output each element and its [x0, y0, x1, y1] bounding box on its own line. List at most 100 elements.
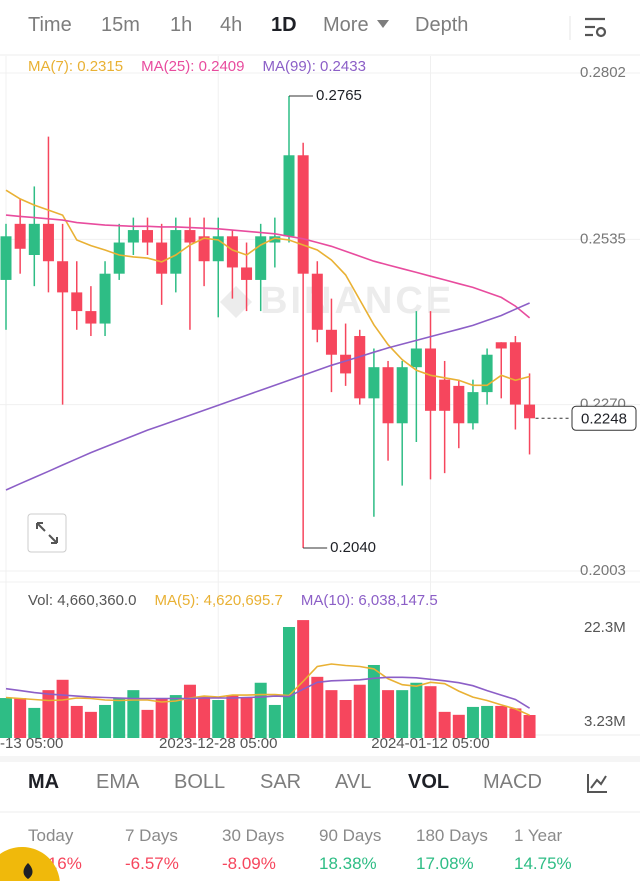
volume-bar — [311, 676, 324, 738]
volume-bar — [169, 695, 182, 738]
volume-bar — [127, 690, 140, 738]
y-tick-label: 3.23M — [584, 713, 626, 730]
fab-button[interactable] — [0, 841, 64, 881]
candle-body — [42, 223, 54, 262]
candle-body — [509, 342, 521, 405]
legend-entry: MA(5)4,620,695.7 — [154, 592, 282, 609]
volume-bar — [410, 682, 423, 738]
y-tick-label: 0.2003 — [580, 562, 626, 579]
volume-bar — [113, 698, 126, 738]
indicator-tab[interactable]: MA — [28, 771, 60, 793]
volume-bar — [84, 711, 97, 738]
candle-body — [467, 392, 479, 424]
candle-body — [14, 223, 26, 249]
timeframe-tab[interactable]: 1h — [170, 14, 193, 36]
volume-bar — [226, 695, 239, 738]
volume-bar — [212, 700, 225, 738]
last-price-label: 0.2248 — [581, 410, 627, 427]
chart-tools-icon[interactable] — [587, 774, 607, 793]
ma-line — [5, 189, 530, 387]
candle-body — [113, 242, 125, 274]
timeframe-tab[interactable]: 1D — [271, 14, 297, 36]
candle-body — [198, 236, 210, 262]
performance-value: -8.09% — [222, 854, 276, 873]
indicator-tab[interactable]: AVL — [335, 771, 372, 793]
candle-body — [226, 236, 238, 268]
legend-entry: MA(7)0.2315 — [28, 58, 123, 75]
candle-body — [0, 236, 12, 280]
candle-body — [269, 236, 281, 243]
expand-button[interactable] — [27, 513, 67, 553]
legend-value: 4,620,695.7 — [203, 592, 283, 609]
indicator-tab[interactable]: MACD — [483, 771, 542, 793]
volume-bar — [198, 697, 211, 738]
timeframe-tab[interactable]: 4h — [220, 14, 243, 36]
candle-body — [439, 379, 451, 411]
legend-value: 4,660,360.0 — [57, 592, 137, 609]
y-tick-label: 22.3M — [584, 619, 626, 636]
ma-line — [5, 214, 531, 319]
volume-bar — [240, 697, 253, 738]
volume-bar — [424, 686, 437, 738]
candle-body — [255, 236, 267, 280]
legend-name: MA(10) — [301, 592, 359, 609]
volume-bar — [325, 690, 338, 738]
price-legend: MA(7)0.2315 MA(25)0.2409 MA(99)0.2433 — [28, 58, 384, 75]
volume-bar — [99, 704, 112, 738]
legend-name: Vol — [28, 592, 57, 609]
x-tick-label: -13 05:00 — [0, 735, 63, 752]
y-tick-label: 0.2802 — [580, 64, 626, 81]
indicator-tab[interactable]: EMA — [96, 771, 140, 793]
performance-label: 7 Days — [125, 826, 178, 845]
candle-body — [524, 404, 536, 419]
candle-body — [297, 155, 309, 274]
watermark: BINANCE — [220, 280, 454, 322]
legend-entry: MA(25)0.2409 — [141, 58, 244, 75]
volume-legend: Vol4,660,360.0 MA(5)4,620,695.7 MA(10)6,03… — [28, 592, 456, 609]
watermark-text: BINANCE — [260, 280, 454, 322]
legend-entry: MA(10)6,038,147.5 — [301, 592, 438, 609]
indicator-tab[interactable]: VOL — [408, 771, 450, 793]
volume-bar — [353, 684, 366, 738]
volume-bar — [367, 664, 380, 738]
timeframe-tab[interactable]: 15m — [101, 14, 140, 36]
volume-bar — [42, 690, 55, 738]
candle-body — [127, 230, 139, 243]
performance-value: 17.08% — [416, 854, 474, 873]
volume-bar — [155, 698, 168, 738]
volume-bar — [438, 711, 451, 738]
y-tick-label: 0.2535 — [580, 230, 626, 247]
volume-bar — [396, 690, 409, 738]
indicator-tab[interactable]: SAR — [260, 771, 302, 793]
legend-value: 0.2315 — [77, 58, 124, 75]
indicator-tab[interactable]: BOLL — [174, 771, 226, 793]
x-tick-label: 2023-12-28 05:00 — [159, 735, 277, 752]
settings-icon[interactable] — [585, 17, 607, 38]
volume-bar — [452, 714, 465, 738]
volume-bar — [339, 700, 352, 738]
volume-bar — [509, 708, 522, 738]
legend-name: MA(7) — [28, 58, 77, 75]
volume-bar — [56, 679, 69, 738]
last-price-box — [571, 405, 637, 431]
volume-bar — [466, 706, 479, 738]
candle-body — [325, 329, 337, 355]
legend-value: 0.2433 — [320, 58, 366, 75]
volume-bar — [481, 705, 494, 738]
volume-bar — [141, 709, 154, 738]
performance-value: 18.38% — [319, 854, 377, 873]
volume-bar — [523, 715, 536, 738]
candle-body — [57, 261, 69, 293]
timeframe-tab[interactable]: Depth — [415, 14, 469, 36]
timeframe-tab[interactable]: More — [323, 14, 389, 37]
candle-body — [340, 354, 352, 374]
candle-body — [156, 242, 168, 274]
performance-value: 14.75% — [514, 854, 572, 873]
ma-line — [5, 676, 531, 709]
timeframe-tab[interactable]: Time — [28, 14, 72, 36]
candle-body — [212, 236, 224, 262]
performance-label: 30 Days — [222, 826, 285, 845]
watermark-logo — [220, 286, 252, 318]
